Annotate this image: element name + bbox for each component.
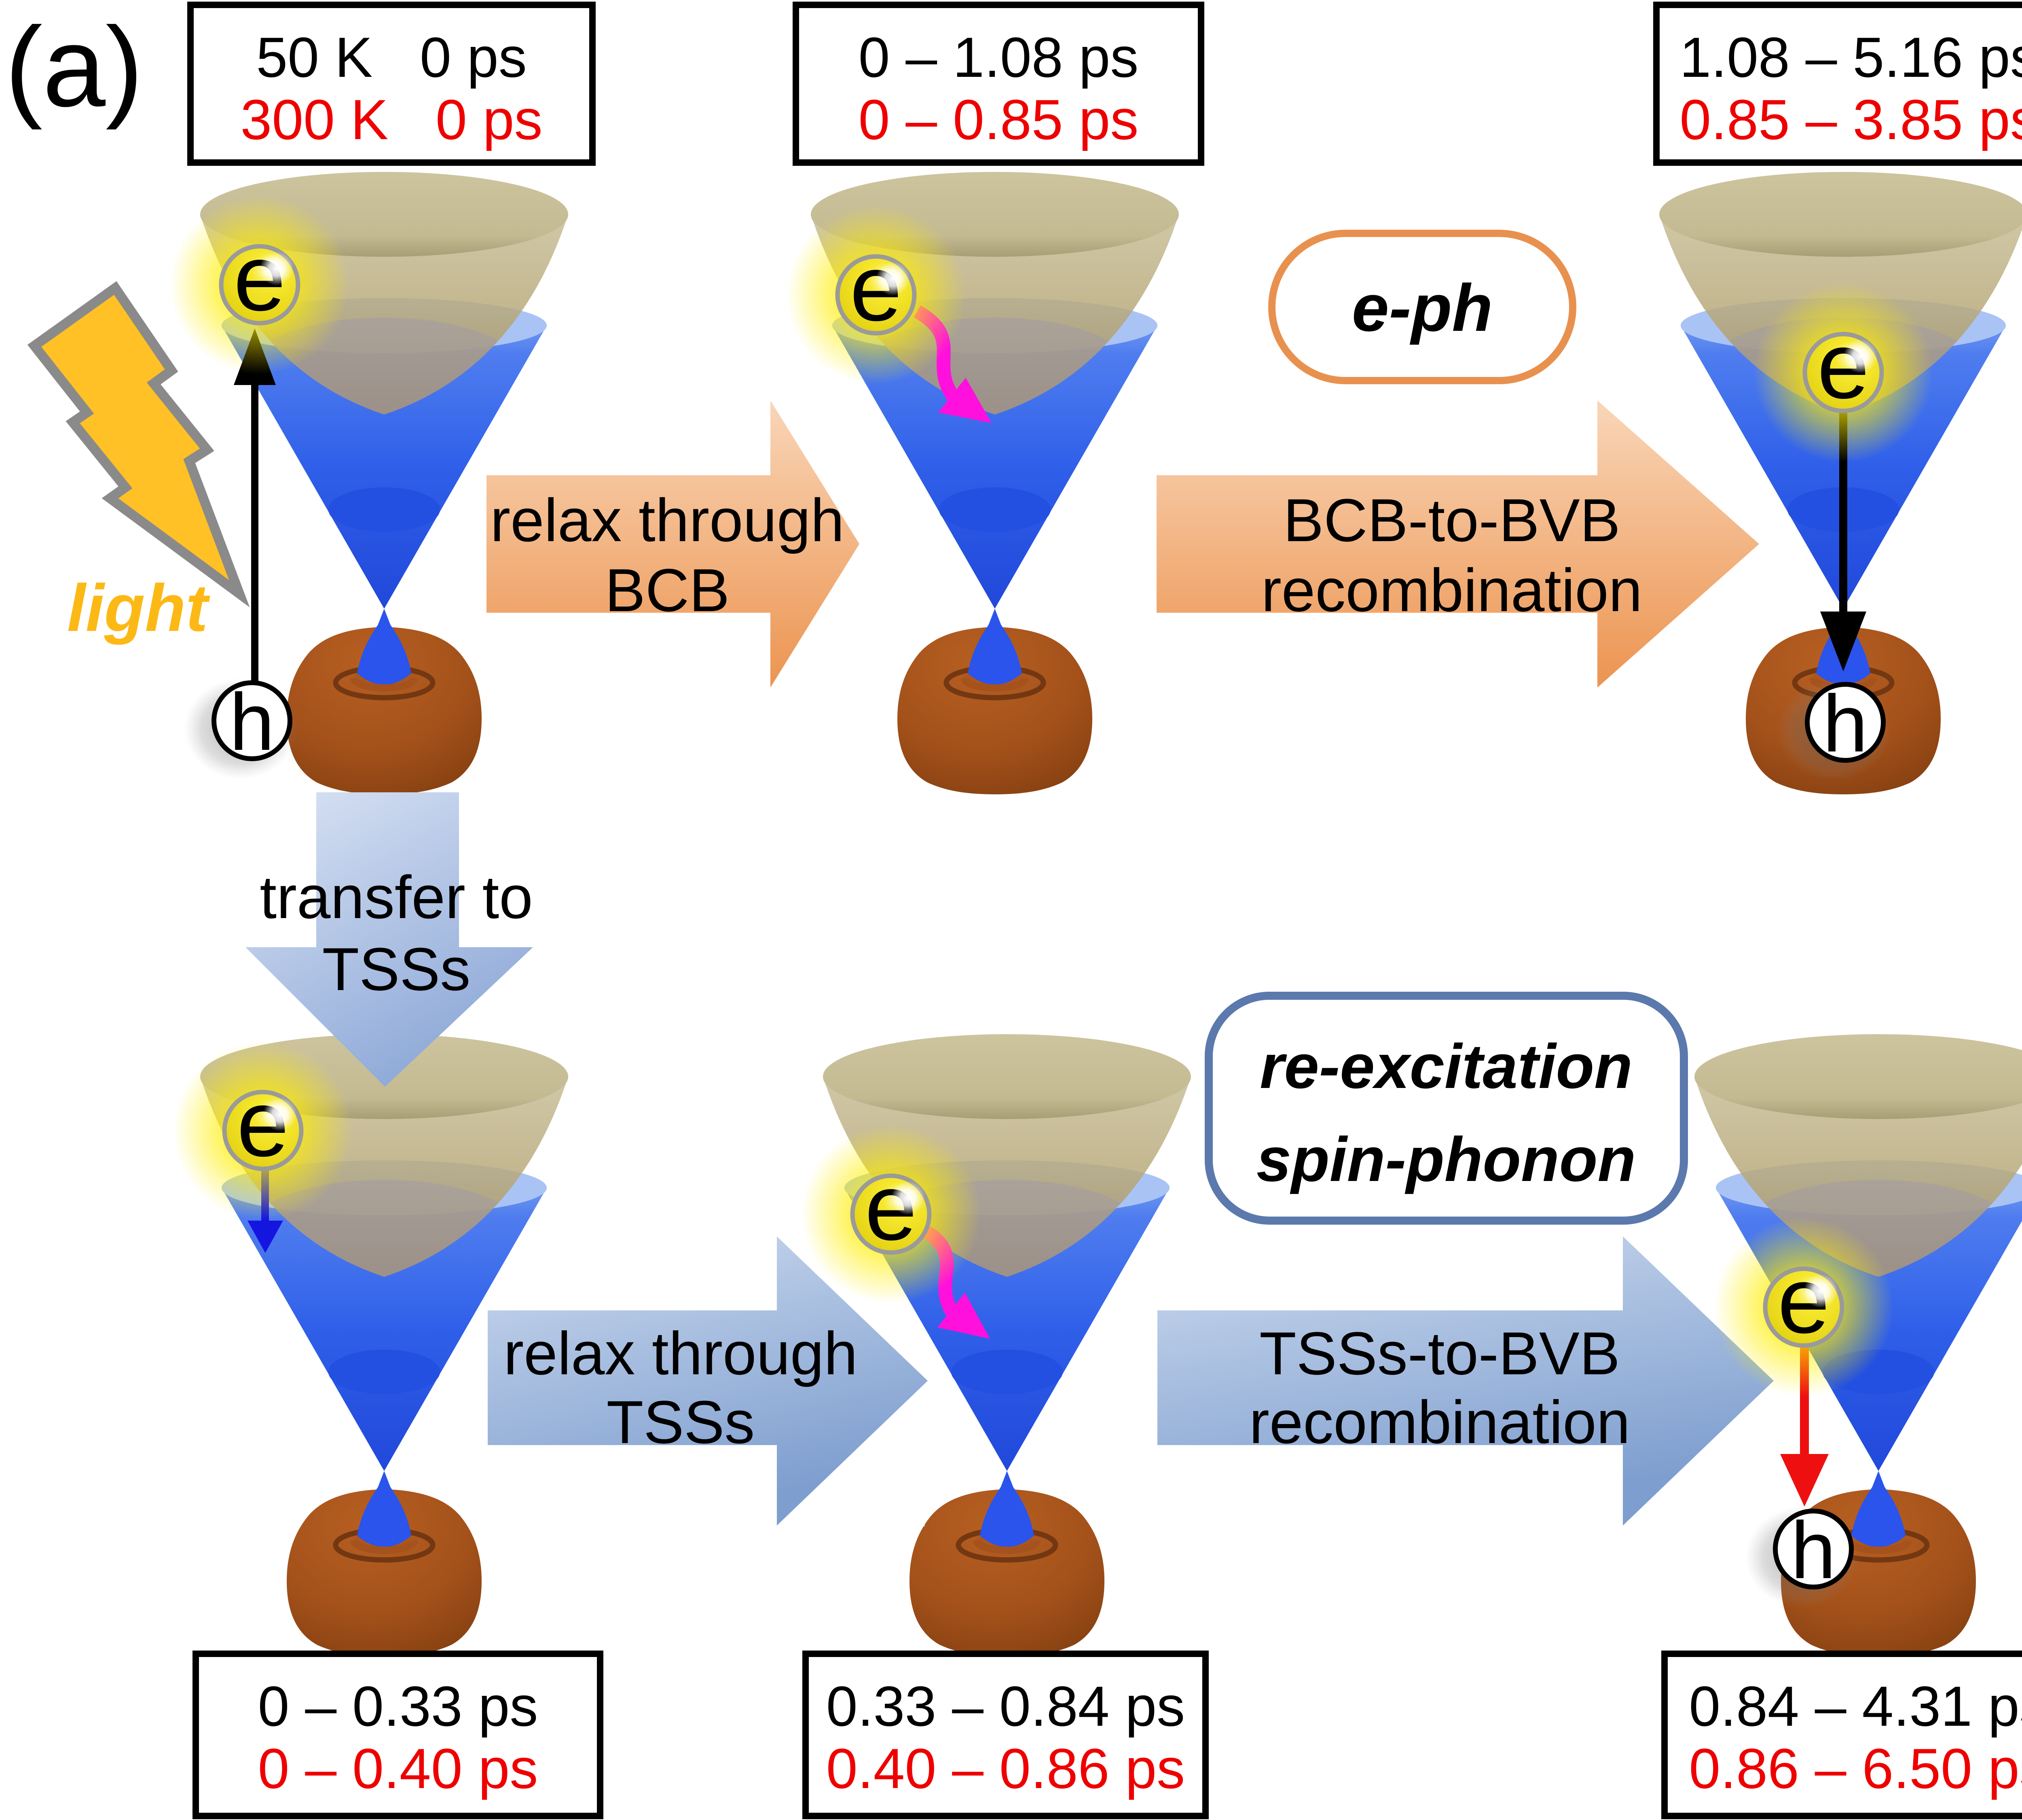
- svg-text:recombination: recombination: [1261, 556, 1642, 624]
- svg-text:0 – 0.33 ps: 0 – 0.33 ps: [258, 1674, 538, 1738]
- svg-text:recombination: recombination: [1249, 1388, 1630, 1456]
- svg-text:0 – 0.85 ps: 0 – 0.85 ps: [859, 88, 1139, 151]
- svg-text:50 K 0 ps: 50 K 0 ps: [256, 25, 527, 89]
- svg-text:0.86 – 6.50 ps: 0.86 – 6.50 ps: [1689, 1737, 2022, 1800]
- svg-text:BCB: BCB: [605, 556, 730, 624]
- svg-text:0.33 – 0.84 ps: 0.33 – 0.84 ps: [826, 1674, 1185, 1738]
- svg-text:0.84 – 4.31 ps: 0.84 – 4.31 ps: [1689, 1674, 2022, 1738]
- svg-text:300 K 0 ps: 300 K 0 ps: [240, 88, 542, 151]
- svg-text:0.85 – 3.85 ps: 0.85 – 3.85 ps: [1679, 88, 2022, 151]
- svg-text:0 – 0.40 ps: 0 – 0.40 ps: [258, 1737, 538, 1800]
- svg-text:relax through: relax through: [490, 486, 844, 554]
- svg-text:relax through: relax through: [503, 1319, 858, 1387]
- svg-text:transfer to: transfer to: [260, 863, 533, 931]
- svg-text:0 – 1.08 ps: 0 – 1.08 ps: [859, 25, 1139, 89]
- svg-text:TSSs: TSSs: [607, 1388, 755, 1456]
- svg-text:(a): (a): [5, 4, 143, 131]
- svg-text:BCB-to-BVB: BCB-to-BVB: [1283, 486, 1620, 554]
- svg-text:re-excitation: re-excitation: [1260, 1031, 1633, 1101]
- svg-text:light: light: [67, 571, 210, 645]
- svg-text:0.40 – 0.86 ps: 0.40 – 0.86 ps: [826, 1737, 1185, 1800]
- svg-text:1.08 – 5.16 ps: 1.08 – 5.16 ps: [1679, 25, 2022, 89]
- svg-text:TSSs: TSSs: [322, 935, 471, 1003]
- svg-text:e-ph: e-ph: [1352, 271, 1493, 345]
- svg-text:spin-phonon: spin-phonon: [1256, 1124, 1636, 1194]
- svg-text:TSSs-to-BVB: TSSs-to-BVB: [1259, 1319, 1620, 1387]
